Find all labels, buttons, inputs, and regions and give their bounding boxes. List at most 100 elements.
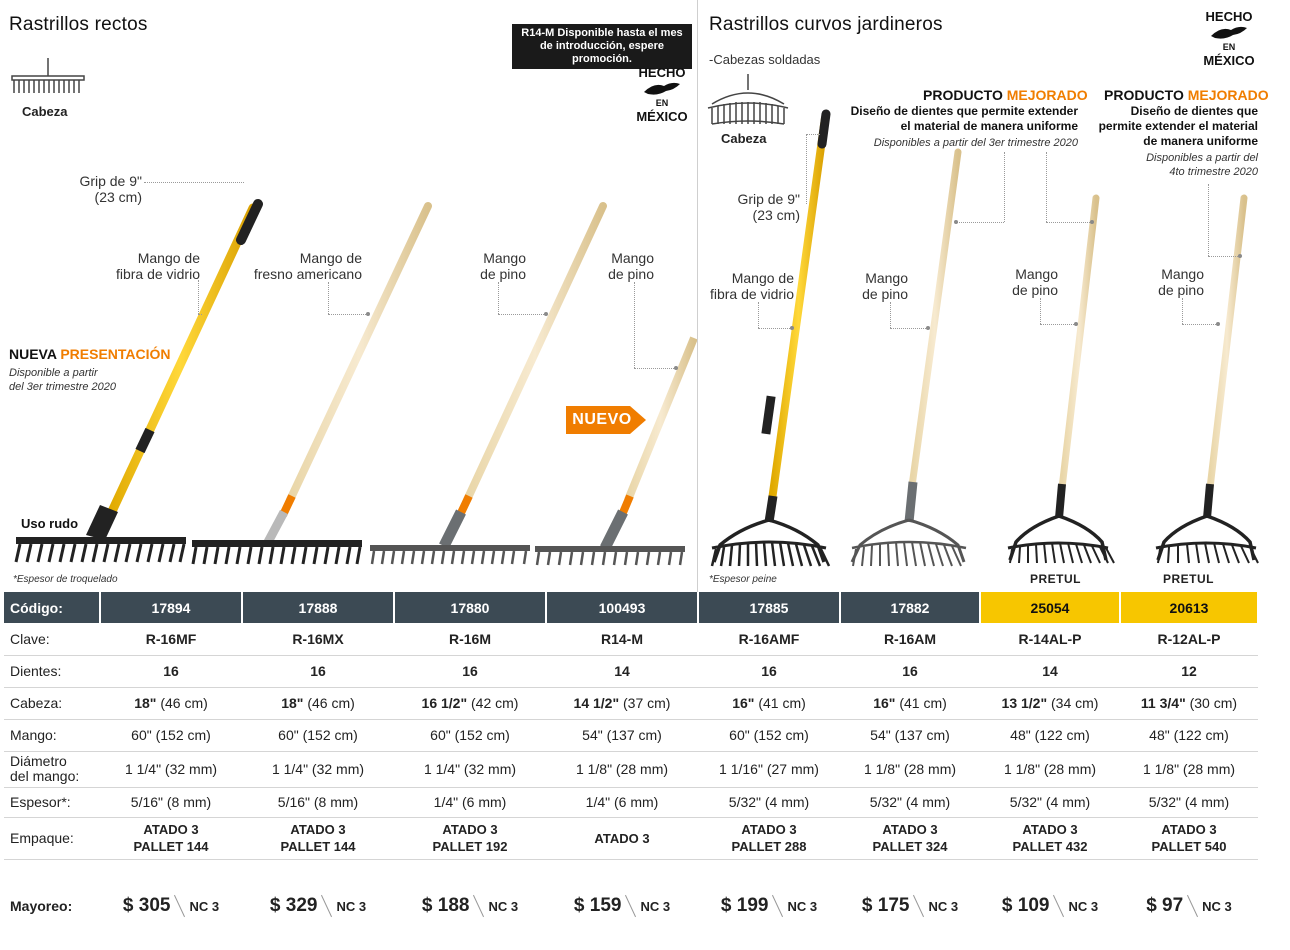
price-divider (174, 894, 186, 918)
mayoreo-cell: $ 159 NC 3 (546, 859, 698, 950)
clave-cell: R-16MF (100, 623, 242, 656)
clave-cell: R-16MX (242, 623, 394, 656)
espesor-cell: 5/32" (4 mm) (698, 787, 840, 818)
espesor-cell: 5/16" (8 mm) (242, 787, 394, 818)
mango-cell: 54" (137 cm) (840, 719, 980, 752)
cabeza-cm: (41 cm) (754, 695, 806, 711)
mayoreo-cell: $ 109 NC 3 (980, 859, 1120, 950)
espesor-cell: 5/32" (4 mm) (980, 787, 1120, 818)
label-espesor: Espesor*: (4, 787, 100, 818)
hecho-line3: MÉXICO (1203, 53, 1255, 68)
mango-pino-callout-2: Mango de pino (608, 250, 654, 282)
diametro-cell: 1 1/8" (28 mm) (840, 751, 980, 788)
cabeza-cell: 18" (46 cm) (100, 687, 242, 720)
curved-head-icon (707, 74, 789, 125)
promo-b-leader-2 (1208, 184, 1209, 256)
promo-b-title: PRODUCTO MEJORADO (1104, 87, 1269, 103)
mango-pino-callout-r3: Mango de pino (1158, 266, 1204, 298)
diametro-cell: 1 1/4" (32 mm) (394, 751, 546, 788)
espesor-cell: 5/32" (4 mm) (1120, 787, 1258, 818)
row-diametro: Diámetro del mango: 1 1/4" (32 mm) 1 1/4… (4, 751, 1258, 788)
mango-pino-leader-r1 (890, 302, 891, 328)
mango-pino-callout-1: Mango de pino (480, 250, 526, 282)
label-mango: Mango: (4, 719, 100, 752)
eagle-icon (644, 82, 680, 95)
promo-a-leader (1004, 152, 1005, 222)
grip-callout-right: Grip de 9" (23 cm) (737, 191, 800, 223)
mango-fibra-leader (198, 280, 199, 314)
eagle-icon (1211, 26, 1247, 39)
mango-pino-leader-1 (498, 282, 499, 314)
codigo-cell: 17880 (394, 592, 547, 623)
empaque-cell: ATADO 3 PALLET 192 (394, 817, 546, 860)
promo-b-word2: MEJORADO (1187, 87, 1269, 103)
price-divider (321, 894, 333, 918)
dientes-cell: 12 (1120, 655, 1258, 688)
label-dientes: Dientes: (4, 655, 100, 688)
row-mayoreo: Mayoreo: $ 305 NC 3 $ 329 NC 3 $ 188 NC 3 $… (4, 859, 1258, 950)
cabeza-in: 14 1/2" (573, 695, 620, 711)
mango-fresno-callout: Mango de fresno americano (253, 250, 362, 282)
row-empaque: Empaque: ATADO 3 PALLET 144 ATADO 3 PALL… (4, 817, 1258, 860)
empaque-cell: ATADO 3 (546, 817, 698, 860)
nc-label: NC 3 (1202, 898, 1232, 914)
diametro-cell: 1 1/16" (27 mm) (698, 751, 840, 788)
clave-cell: R-16M (394, 623, 546, 656)
grip-leader (144, 182, 244, 183)
diametro-cell: 1 1/8" (28 mm) (546, 751, 698, 788)
mango-cell: 60" (152 cm) (242, 719, 394, 752)
cabeza-cell: 16" (41 cm) (698, 687, 840, 720)
hecho-line1: HECHO (638, 65, 686, 80)
cabeza-in: 16" (873, 695, 896, 711)
nuevo-badge-shape (566, 406, 646, 434)
price: $ 305 (122, 895, 171, 916)
cabeza-cm: (41 cm) (895, 695, 947, 711)
diametro-cell: 1 1/8" (28 mm) (1120, 751, 1258, 788)
empaque-cell: ATADO 3 PALLET 432 (980, 817, 1120, 860)
hecho-en-mexico-logo-right: HECHO EN MÉXICO (1198, 10, 1260, 67)
label-empaque: Empaque: (4, 817, 100, 860)
codigo-cell-highlight: 25054 (980, 592, 1121, 623)
pretul-brand-2: PRETUL (1163, 572, 1214, 586)
label-mayoreo: Mayoreo: (4, 859, 100, 950)
mango-pino-callout-r1: Mango de pino (862, 270, 908, 302)
hecho-line3: MÉXICO (636, 109, 688, 124)
codigo-cell: 17882 (840, 592, 981, 623)
diametro-cell: 1 1/8" (28 mm) (980, 751, 1120, 788)
cabeza-cm: (46 cm) (156, 695, 208, 711)
mayoreo-cell: $ 175 NC 3 (840, 859, 980, 950)
row-codigo: Código: 17894 17888 17880 100493 17885 1… (4, 592, 1259, 623)
empaque-cell: ATADO 3 PALLET 324 (840, 817, 980, 860)
dientes-cell: 16 (698, 655, 840, 688)
nueva-presentacion-sub: Disponible a partir del 3er trimestre 20… (9, 367, 116, 393)
codigo-cell: 17888 (242, 592, 395, 623)
grip-leader-right (806, 134, 807, 204)
cabeza-in: 18" (281, 695, 304, 711)
nuevo-badge: NUEVO (566, 406, 646, 434)
empaque-cell: ATADO 3 PALLET 144 (242, 817, 394, 860)
price: $ 188 (421, 895, 470, 916)
nc-label: NC 3 (787, 898, 818, 914)
clave-cell: R-16AMF (698, 623, 840, 656)
codigo-cell-highlight: 20613 (1120, 592, 1259, 623)
cabeza-in: 16" (732, 695, 755, 711)
nc-label: NC 3 (1068, 898, 1099, 914)
price: $ 159 (573, 895, 622, 916)
rake-17888-illustration (191, 202, 432, 565)
promo-b-text: Diseño de dientes que permite extender e… (1098, 104, 1258, 148)
cabeza-cell: 14 1/2" (37 cm) (546, 687, 698, 720)
dientes-cell: 16 (394, 655, 546, 688)
price: $ 109 (1001, 895, 1050, 916)
promo-a-word1: PRODUCTO (923, 87, 1003, 103)
espesor-cell: 5/16" (8 mm) (100, 787, 242, 818)
rake-17894-illustration (14, 199, 263, 563)
cabeza-cm: (37 cm) (619, 695, 671, 711)
uso-rudo-label: Uso rudo (21, 516, 79, 531)
presentacion-word: PRESENTACIÓN (60, 346, 171, 362)
dientes-cell: 14 (980, 655, 1120, 688)
codigo-cell: 17894 (100, 592, 243, 623)
diametro-cell: 1 1/4" (32 mm) (242, 751, 394, 788)
nueva-word: NUEVA (9, 346, 57, 362)
rake-25054-illustration (1007, 194, 1115, 564)
clave-cell: R-12AL-P (1120, 623, 1258, 656)
